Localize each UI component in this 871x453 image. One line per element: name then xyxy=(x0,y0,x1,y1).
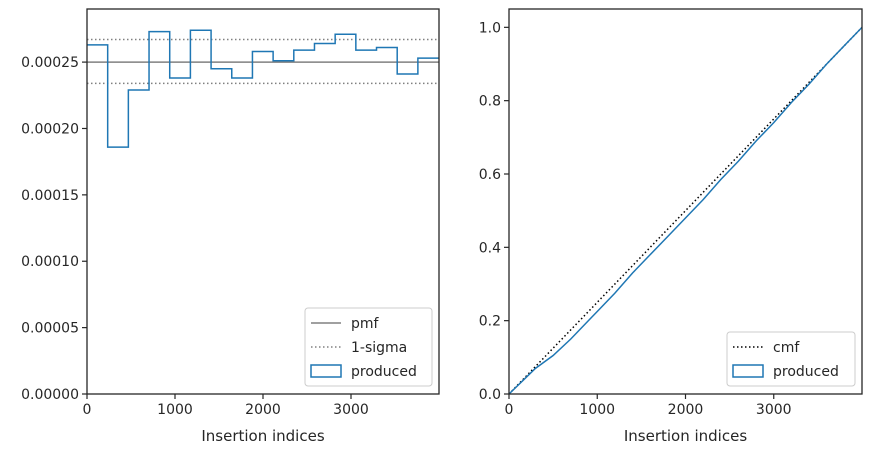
y-tick-label: 0.6 xyxy=(479,167,501,183)
y-tick-label: 0.00015 xyxy=(21,188,79,204)
x-axis-label: Insertion indices xyxy=(624,427,747,445)
legend-box xyxy=(304,307,433,387)
chart-panel-1: 0 1000 2000 3000 0.00000 0.00005 0.00010 0.0001… xyxy=(21,8,440,445)
y-tick-label: 1.0 xyxy=(479,20,501,36)
plot-area xyxy=(509,26,862,394)
x-tick-label: 3000 xyxy=(333,402,369,418)
y-tick-label: 0.00025 xyxy=(21,55,79,71)
y-tick-label: 0.8 xyxy=(479,94,501,110)
legend-label-cmf: cmf xyxy=(773,340,800,356)
x-tick-label: 2000 xyxy=(245,402,281,418)
x-axis-label: Insertion indices xyxy=(201,427,324,445)
chart-panel-2: 0 1000 2000 3000 0.0 0.2 0.4 0.6 0.8 1.0 Insertion… xyxy=(479,8,863,445)
legend-label-produced: produced xyxy=(773,364,839,380)
x-tick-label: 2000 xyxy=(668,402,704,418)
y-tick-label: 0.4 xyxy=(479,240,501,256)
y-tick-label: 0.00020 xyxy=(21,121,79,137)
y-tick-label: 0.0 xyxy=(479,387,501,403)
legend-box xyxy=(726,331,856,387)
cmf-line xyxy=(509,26,862,394)
legend-label-pmf: pmf xyxy=(351,316,380,332)
produced-line xyxy=(509,26,862,394)
x-tick-label: 3000 xyxy=(756,402,792,418)
legend-swatch-produced xyxy=(732,364,764,378)
legend: cmf produced xyxy=(726,331,856,387)
legend-swatch-produced xyxy=(310,364,342,378)
legend-label-produced: produced xyxy=(351,364,417,380)
y-tick-label: 0.2 xyxy=(479,314,501,330)
plot-area xyxy=(87,29,439,148)
produced-histogram xyxy=(87,29,439,148)
legend-label-1sigma: 1-sigma xyxy=(351,340,407,356)
x-tick-label: 1000 xyxy=(579,402,615,418)
y-tick-label: 0.00000 xyxy=(21,387,79,403)
y-tick-label: 0.00005 xyxy=(21,321,79,337)
legend: pmf 1-sigma produced xyxy=(304,307,433,387)
x-tick-label: 1000 xyxy=(157,402,193,418)
y-tick-label: 0.00010 xyxy=(21,254,79,270)
x-tick-label: 0 xyxy=(83,402,92,418)
x-tick-label: 0 xyxy=(505,402,514,418)
